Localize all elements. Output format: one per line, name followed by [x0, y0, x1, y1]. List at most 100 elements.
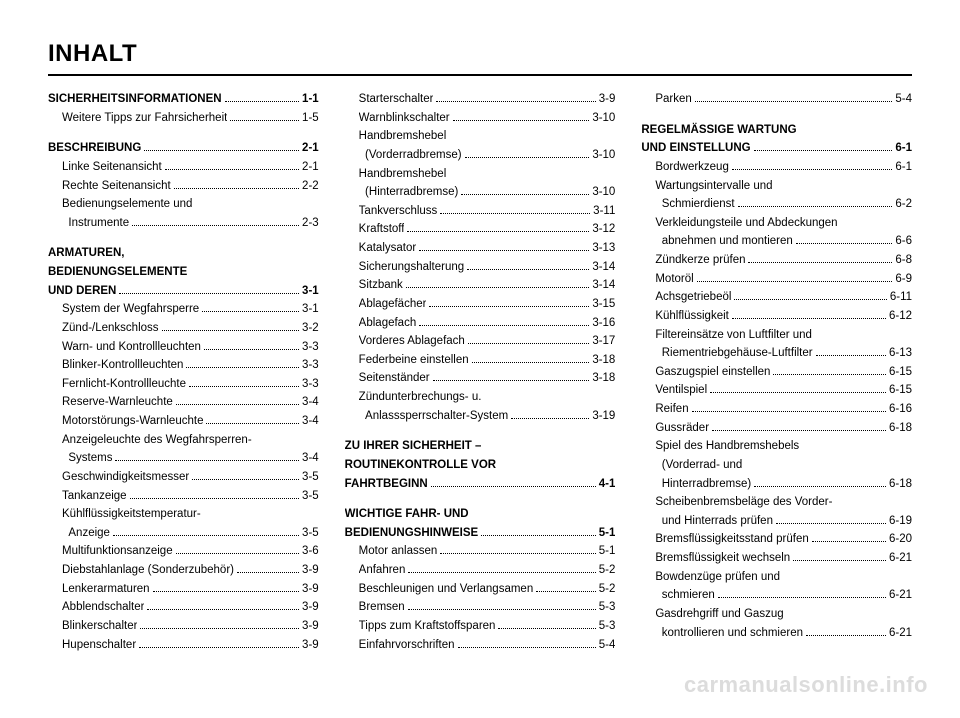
toc-label: Bedienungselemente und [62, 195, 192, 214]
toc-label: Systems [62, 449, 112, 468]
toc-label: Verkleidungsteile und Abdeckungen [655, 214, 837, 233]
toc-entry: Motoröl6-9 [641, 270, 912, 289]
toc-label: Spiel des Handbremshebels [655, 437, 799, 456]
toc-page-number: 5-2 [599, 561, 616, 580]
toc-leader [458, 647, 596, 648]
toc-leader [176, 553, 299, 554]
toc-entry: System der Wegfahrsperre3-1 [48, 300, 319, 319]
toc-label: SICHERHEITSINFORMATIONEN [48, 90, 222, 109]
toc-entry: Warn- und Kontrollleuchten3-3 [48, 338, 319, 357]
toc-label: Tipps zum Kraftstoffsparen [359, 617, 496, 636]
page: INHALT SICHERHEITSINFORMATIONEN1-1Weiter… [0, 0, 960, 718]
toc-label: ARMATUREN, [48, 244, 124, 263]
toc-page-number: 5-1 [599, 524, 616, 543]
toc-leader [186, 367, 299, 368]
toc-label: Rechte Seitenansicht [62, 177, 171, 196]
toc-label: Gussräder [655, 419, 709, 438]
toc-leader [132, 225, 299, 226]
toc-entry: REGELMÄSSIGE WARTUNG [641, 121, 912, 140]
toc-leader [176, 404, 299, 405]
toc-leader [113, 535, 299, 536]
toc-label: Lenkerarmaturen [62, 580, 150, 599]
toc-page-number: 3-5 [302, 468, 319, 487]
toc-label: Kühlflüssigkeit [655, 307, 729, 326]
toc-page-number: 5-4 [599, 636, 616, 655]
toc-leader [406, 287, 590, 288]
toc-leader [433, 380, 590, 381]
toc-page-number: 3-9 [302, 598, 319, 617]
toc-entry: Bowdenzüge prüfen und [641, 568, 912, 587]
toc-page-number: 6-1 [895, 139, 912, 158]
toc-page-number: 3-17 [592, 332, 615, 351]
toc-page-number: 6-6 [895, 232, 912, 251]
toc-entry: Kühlflüssigkeit 6-12 [641, 307, 912, 326]
toc-leader [162, 330, 300, 331]
toc-leader [202, 311, 299, 312]
toc-spacer [48, 232, 319, 244]
toc-label: Zündkerze prüfen [655, 251, 745, 270]
toc-label: Linke Seitenansicht [62, 158, 162, 177]
toc-label: Zünd-/Lenkschloss [62, 319, 159, 338]
toc-label: Sicherungshalterung [359, 258, 465, 277]
toc-page-number: 1-5 [302, 109, 319, 128]
toc-leader [692, 411, 886, 412]
toc-page-number: 3-6 [302, 542, 319, 561]
toc-entry: Blinkerschalter3-9 [48, 617, 319, 636]
toc-leader [754, 486, 886, 487]
toc-leader [695, 101, 893, 102]
toc-label: Blinkerschalter [62, 617, 137, 636]
toc-leader [144, 150, 299, 151]
toc-label: Ablagefach [359, 314, 417, 333]
toc-label: Geschwindigkeitsmesser [62, 468, 189, 487]
toc-leader [467, 269, 589, 270]
toc-leader [754, 150, 893, 151]
toc-label: Zündunterbrechungs- u. [359, 388, 482, 407]
toc-entry: Motorstörungs-Warnleuchte3-4 [48, 412, 319, 431]
toc-leader [718, 597, 886, 598]
toc-label: Bremsflüssigkeit wechseln [655, 549, 790, 568]
toc-leader [732, 169, 893, 170]
toc-entry: Bremsflüssigkeitsstand prüfen6-20 [641, 530, 912, 549]
toc-leader [461, 194, 589, 195]
toc-entry: FAHRTBEGINN4-1 [345, 475, 616, 494]
toc-entry: Anzeige3-5 [48, 524, 319, 543]
toc-label: Riementriebgehäuse-Luftfilter [655, 344, 812, 363]
toc-entry: WICHTIGE FAHR- UND [345, 505, 616, 524]
toc-leader [776, 523, 886, 524]
toc-entry: Weitere Tipps zur Fahrsicherheit1-5 [48, 109, 319, 128]
toc-leader [465, 157, 590, 158]
toc-leader [192, 479, 299, 480]
toc-page-number: 3-3 [302, 356, 319, 375]
toc-page-number: 6-12 [889, 307, 912, 326]
toc-entry: BESCHREIBUNG2-1 [48, 139, 319, 158]
toc-entry: UND DEREN3-1 [48, 282, 319, 301]
toc-entry: Hupenschalter3-9 [48, 636, 319, 655]
toc-leader [732, 318, 886, 319]
toc-label: Handbremshebel [359, 127, 447, 146]
toc-label: kontrollieren und schmieren [655, 624, 803, 643]
toc-entry: Linke Seitenansicht2-1 [48, 158, 319, 177]
toc-leader [230, 120, 299, 121]
toc-page-number: 3-9 [302, 580, 319, 599]
toc-entry: Handbremshebel [345, 127, 616, 146]
toc-leader [440, 213, 590, 214]
toc-label: (Vorderradbremse) [359, 146, 462, 165]
toc-leader [237, 572, 299, 573]
toc-entry: und Hinterrads prüfen6-19 [641, 512, 912, 531]
toc-label: Bremsflüssigkeitsstand prüfen [655, 530, 808, 549]
toc-label: Wartungsintervalle und [655, 177, 772, 196]
toc-label: Scheibenbremsbeläge des Vorder- [655, 493, 832, 512]
toc-label: Sitzbank [359, 276, 403, 295]
toc-entry: Kühlflüssigkeitstemperatur- [48, 505, 319, 524]
toc-leader [498, 628, 595, 629]
toc-page-number: 6-15 [889, 363, 912, 382]
toc-label: WICHTIGE FAHR- UND [345, 505, 469, 524]
toc-entry: Bedienungselemente und [48, 195, 319, 214]
toc-entry: Bordwerkzeug6-1 [641, 158, 912, 177]
toc-label: UND DEREN [48, 282, 116, 301]
toc-page-number: 5-3 [599, 598, 616, 617]
toc-entry: Anzeigeleuchte des Wegfahrsperren- [48, 431, 319, 450]
toc-page-number: 6-21 [889, 624, 912, 643]
toc-label: Motor anlassen [359, 542, 438, 561]
toc-label: Reserve-Warnleuchte [62, 393, 173, 412]
